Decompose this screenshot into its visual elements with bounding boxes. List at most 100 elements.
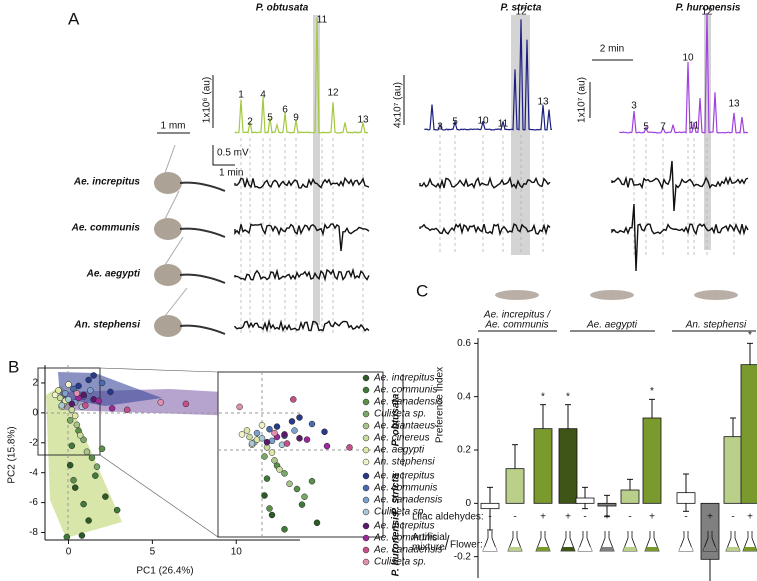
point (90, 372, 97, 379)
point (85, 376, 92, 384)
mosquito-image (154, 315, 182, 337)
inset-point (303, 436, 311, 443)
flask-fill (561, 547, 575, 551)
legend-label: Culiseta sp. (374, 507, 426, 518)
ead-trace (419, 176, 551, 190)
scale-label: 1 mm (161, 121, 186, 132)
peak-label: 7 (660, 122, 666, 133)
group-title: An. stephensi (685, 320, 747, 331)
inset-point (296, 435, 303, 442)
point (63, 533, 71, 541)
scale-label: 2 min (600, 44, 624, 55)
inset-point (258, 435, 266, 442)
peak-label: 13 (357, 115, 369, 126)
point (75, 382, 82, 390)
lilac-flag: + (649, 512, 655, 523)
legend-label: Ae. increpitus (373, 521, 435, 532)
legend-marker (362, 484, 370, 492)
peak-label: 13 (537, 97, 549, 108)
lilac-flag: - (684, 512, 687, 523)
peak-label: 11 (317, 15, 328, 26)
mosquito-image (164, 287, 188, 317)
bar (533, 428, 553, 504)
legend-label: Ae. aegypti (373, 445, 425, 456)
chromatogram (619, 12, 749, 134)
peak-label: 6 (282, 105, 288, 116)
flask-fill (508, 547, 522, 551)
legend-marker (362, 434, 370, 442)
ead-trace (234, 318, 370, 333)
point (73, 421, 81, 429)
point (80, 391, 87, 399)
legend-label: Ae. communis (373, 533, 437, 544)
point (88, 454, 96, 461)
inset-point (293, 485, 301, 493)
point (290, 396, 297, 403)
group-title: Ae. increpitus / (483, 310, 551, 321)
bar (597, 502, 617, 507)
point (68, 406, 76, 414)
legend-marker (362, 458, 370, 466)
plant-title: P. obtusata (256, 3, 309, 14)
point (71, 484, 79, 491)
legend-label: Ae. cinereus (373, 433, 430, 444)
mosquito-image (179, 181, 226, 192)
group-title: Ae. aegypti (586, 320, 638, 331)
peak-label: 12 (515, 7, 527, 18)
peak-label: 1 (238, 90, 244, 101)
group-label: P. huronensis (391, 511, 402, 576)
legend-label: Ae. increpitus (373, 373, 435, 384)
bar (575, 497, 595, 504)
inset-point (296, 414, 303, 421)
legend-marker (362, 522, 370, 530)
point (85, 517, 92, 524)
legend-label: Ae. canadensis (373, 545, 442, 556)
mosquito-label: An. stephensi (73, 320, 140, 331)
point (92, 472, 99, 479)
mosquito-image (179, 273, 226, 284)
point (66, 417, 74, 424)
connector (99, 367, 219, 373)
peak-label: 9 (293, 113, 299, 124)
inset-point (281, 470, 288, 477)
y-tick-label: -8 (29, 527, 38, 538)
x-tick-label: 0 (66, 547, 72, 558)
y-tick-label: 2 (32, 378, 38, 389)
bar (480, 502, 500, 510)
peak-label: 12 (701, 7, 713, 18)
bar (723, 436, 743, 504)
point (61, 390, 69, 397)
legend-marker (362, 446, 370, 454)
chromatogram (424, 19, 553, 131)
point (58, 402, 66, 409)
inset-point (281, 431, 288, 438)
point (95, 397, 102, 405)
inset-point (283, 440, 291, 447)
point (76, 432, 84, 439)
plant-title: P. stricta (501, 3, 542, 14)
inset-point (298, 501, 306, 508)
point (65, 396, 72, 403)
inset-point (266, 425, 273, 433)
peak-label: 5 (452, 117, 458, 128)
inset-point (268, 511, 276, 519)
lilac-flag: - (628, 512, 631, 523)
peak-label: 5 (643, 122, 649, 133)
legend-marker (362, 558, 370, 566)
highlight-band (313, 15, 320, 325)
mosquito-image (154, 172, 182, 194)
x-axis-label: PC1 (26.4%) (136, 566, 193, 577)
inset-point (246, 433, 253, 441)
point (78, 532, 86, 539)
intensity-scale: 1x10⁶ (au) (202, 77, 213, 123)
point (107, 388, 114, 396)
flask-fill (743, 547, 757, 551)
legend-marker (362, 534, 370, 542)
y-axis-label: Preference Index (435, 367, 446, 443)
mosquito-label: Ae. increpitus (73, 177, 141, 188)
flask-fill (578, 547, 592, 551)
inset-point (313, 519, 321, 527)
peak-label: 12 (327, 88, 339, 99)
peak-label: 5 (267, 113, 273, 124)
lilac-flag: - (731, 512, 734, 523)
